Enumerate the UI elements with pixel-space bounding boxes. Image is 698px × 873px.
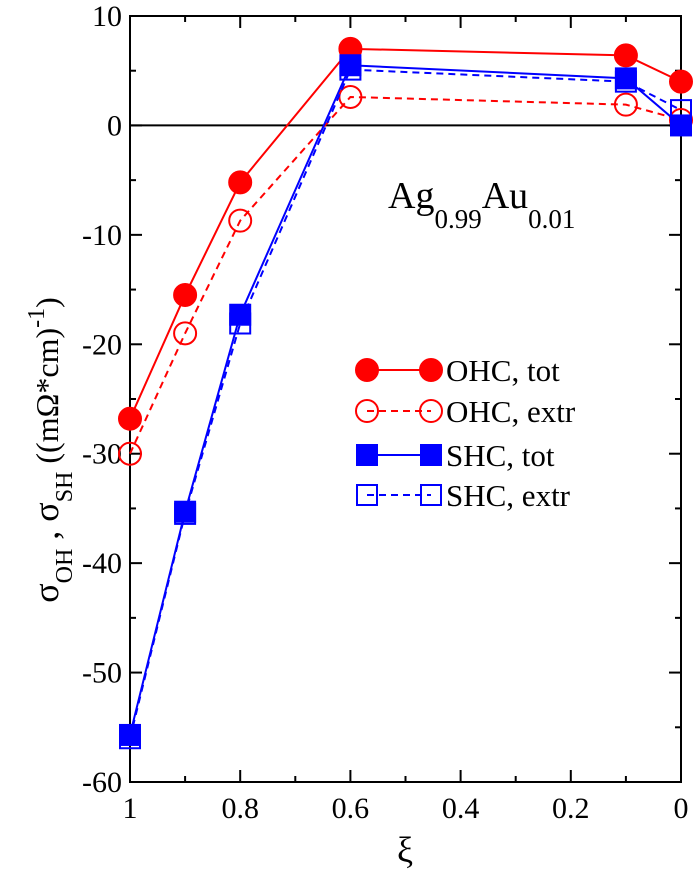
- x-tick-label: 0.6: [332, 792, 370, 825]
- legend-label: SHC, extr: [446, 478, 571, 513]
- legend-marker: [420, 444, 442, 466]
- series-line: [129, 95, 682, 455]
- y-tick-label: 0: [107, 109, 122, 142]
- data-point: [173, 283, 198, 308]
- y-tick-label: -40: [82, 547, 122, 580]
- annotation-element-2: Au: [482, 175, 528, 217]
- data-point: [228, 208, 253, 233]
- legend-marker: [355, 358, 379, 382]
- legend-marker: [356, 484, 378, 506]
- legend-marker: [355, 399, 379, 423]
- data-point: [670, 114, 692, 137]
- x-tick-label: 1: [123, 792, 138, 825]
- y-label-sub-2: SH: [52, 472, 78, 503]
- series-shc-extr: [119, 58, 692, 750]
- y-label-sep: ,: [26, 522, 66, 549]
- series-line: [129, 68, 682, 739]
- legend-marker: [356, 444, 378, 466]
- series-line: [129, 47, 682, 420]
- data-point: [118, 406, 142, 431]
- data-point: [229, 303, 252, 326]
- x-axis-label: ξ: [397, 830, 413, 870]
- legend-marker: [419, 399, 443, 423]
- y-tick-label: 10: [92, 0, 122, 33]
- x-tick-label: 0: [674, 792, 689, 825]
- legend: OHC, tot OHC, extr SHC, tot SHC, extr: [355, 353, 576, 513]
- y-tick-label: -30: [82, 438, 122, 471]
- plot-frame: [129, 15, 682, 783]
- x-tick-label: 0.4: [442, 792, 480, 825]
- legend-entry: OHC, tot: [355, 353, 560, 388]
- x-tick-label: 0.2: [552, 792, 590, 825]
- legend-label: SHC, tot: [446, 438, 555, 473]
- series-ohc-tot: [118, 36, 693, 431]
- y-tick-label: -20: [82, 328, 122, 361]
- data-point: [669, 69, 693, 94]
- data-point: [118, 441, 142, 466]
- series-layer: [118, 36, 693, 750]
- series-shc-tot: [119, 54, 692, 746]
- y-label-sup: -1: [24, 308, 50, 328]
- annotation-element-1: Ag: [388, 175, 434, 217]
- y-label-units: ((mΩ*cm): [29, 328, 65, 472]
- y-axis-label: σOH , σSH ((mΩ*cm)-1): [24, 297, 78, 603]
- data-point: [174, 500, 197, 523]
- data-point: [228, 170, 253, 195]
- legend-entry: SHC, extr: [356, 478, 571, 513]
- legend-entry: SHC, tot: [356, 438, 555, 473]
- y-label-sigma-2: σ: [26, 502, 66, 521]
- data-point: [613, 92, 638, 117]
- legend-marker: [419, 358, 443, 382]
- x-tick-label: 0.8: [221, 792, 259, 825]
- y-label-close: ): [29, 297, 65, 308]
- y-label-sub-1: OH: [52, 549, 78, 584]
- legend-label: OHC, extr: [446, 394, 576, 429]
- y-label-sigma-1: σ: [26, 583, 66, 602]
- data-point: [119, 723, 141, 746]
- annotation-sub-1: 0.99: [434, 204, 481, 234]
- data-point: [613, 43, 638, 68]
- legend-label: OHC, tot: [446, 353, 560, 388]
- legend-entry: OHC, extr: [355, 394, 576, 429]
- y-tick-label: -60: [82, 766, 122, 799]
- series-ohc-extr: [118, 84, 693, 466]
- annotation-sub-2: 0.01: [528, 204, 575, 234]
- legend-marker: [420, 484, 442, 506]
- data-point: [339, 54, 362, 77]
- composition-annotation: Ag0.99Au0.01: [388, 175, 575, 234]
- y-tick-label: -50: [82, 657, 122, 690]
- y-tick-label: -10: [82, 219, 122, 252]
- data-point: [173, 321, 198, 346]
- axes-layer: 1 0.8 0.6 0.4 0.2 0 -60 -50 -40 -30 -20 -10 0 10: [82, 0, 689, 825]
- series-line: [129, 64, 682, 736]
- data-point: [614, 67, 637, 90]
